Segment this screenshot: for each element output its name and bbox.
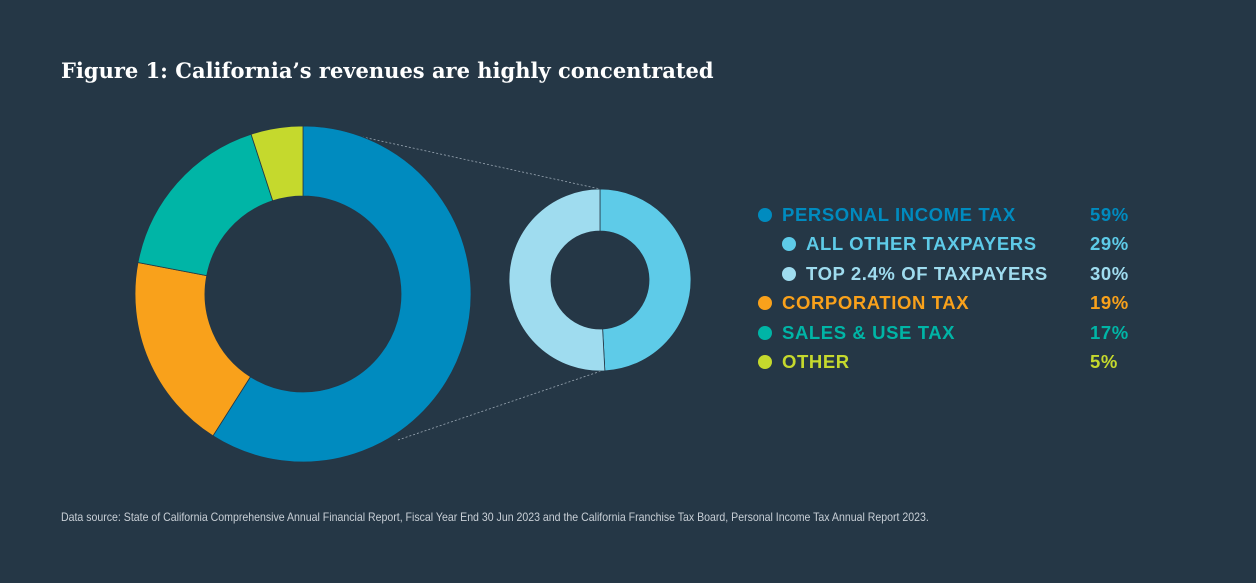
connector-line-bottom bbox=[397, 369, 605, 441]
legend-item: TOP 2.4% OF TAXPAYERS 30% bbox=[758, 259, 1138, 289]
legend-percent: 30% bbox=[1090, 262, 1129, 284]
legend-percent: 19% bbox=[1090, 292, 1129, 314]
legend-dot-icon bbox=[758, 355, 772, 370]
legend-item: CORPORATION TAX 19% bbox=[758, 289, 1138, 319]
connector-line-top bbox=[357, 135, 601, 190]
legend: PERSONAL INCOME TAX 59% ALL OTHER TAXPAY… bbox=[758, 200, 1138, 377]
legend-percent: 5% bbox=[1090, 351, 1118, 373]
slice-other bbox=[250, 125, 304, 202]
legend-item: ALL OTHER TAXPAYERS 29% bbox=[758, 230, 1138, 260]
legend-dot-icon bbox=[782, 266, 796, 281]
legend-label: TOP 2.4% OF TAXPAYERS bbox=[806, 262, 1048, 284]
slice-all-other-taxpayers bbox=[599, 188, 692, 372]
legend-dot-icon bbox=[782, 237, 796, 252]
legend-label: PERSONAL INCOME TAX bbox=[782, 203, 1016, 225]
data-source-note: Data source: State of California Compreh… bbox=[61, 510, 929, 524]
legend-item: SALES & USE TAX 17% bbox=[758, 318, 1138, 348]
legend-label: ALL OTHER TAXPAYERS bbox=[806, 233, 1037, 255]
legend-percent: 29% bbox=[1090, 233, 1129, 255]
legend-label: CORPORATION TAX bbox=[782, 292, 970, 314]
legend-dot-icon bbox=[758, 207, 772, 222]
slice-personal-income-tax bbox=[212, 125, 472, 463]
legend-item: PERSONAL INCOME TAX 59% bbox=[758, 200, 1138, 230]
legend-label: SALES & USE TAX bbox=[782, 321, 956, 343]
breakdown-donut bbox=[508, 188, 692, 372]
slice-top-2-4-of-taxpayers bbox=[508, 188, 606, 372]
legend-percent: 17% bbox=[1090, 321, 1129, 343]
legend-percent: 59% bbox=[1090, 203, 1129, 225]
main-donut bbox=[134, 125, 472, 463]
legend-item: OTHER 5% bbox=[758, 348, 1138, 378]
chart-title: Figure 1: California’s revenues are high… bbox=[61, 58, 714, 83]
legend-dot-icon bbox=[758, 325, 772, 340]
legend-label: OTHER bbox=[782, 351, 850, 373]
legend-dot-icon bbox=[758, 296, 772, 311]
slice-sales-use-tax bbox=[137, 133, 274, 277]
